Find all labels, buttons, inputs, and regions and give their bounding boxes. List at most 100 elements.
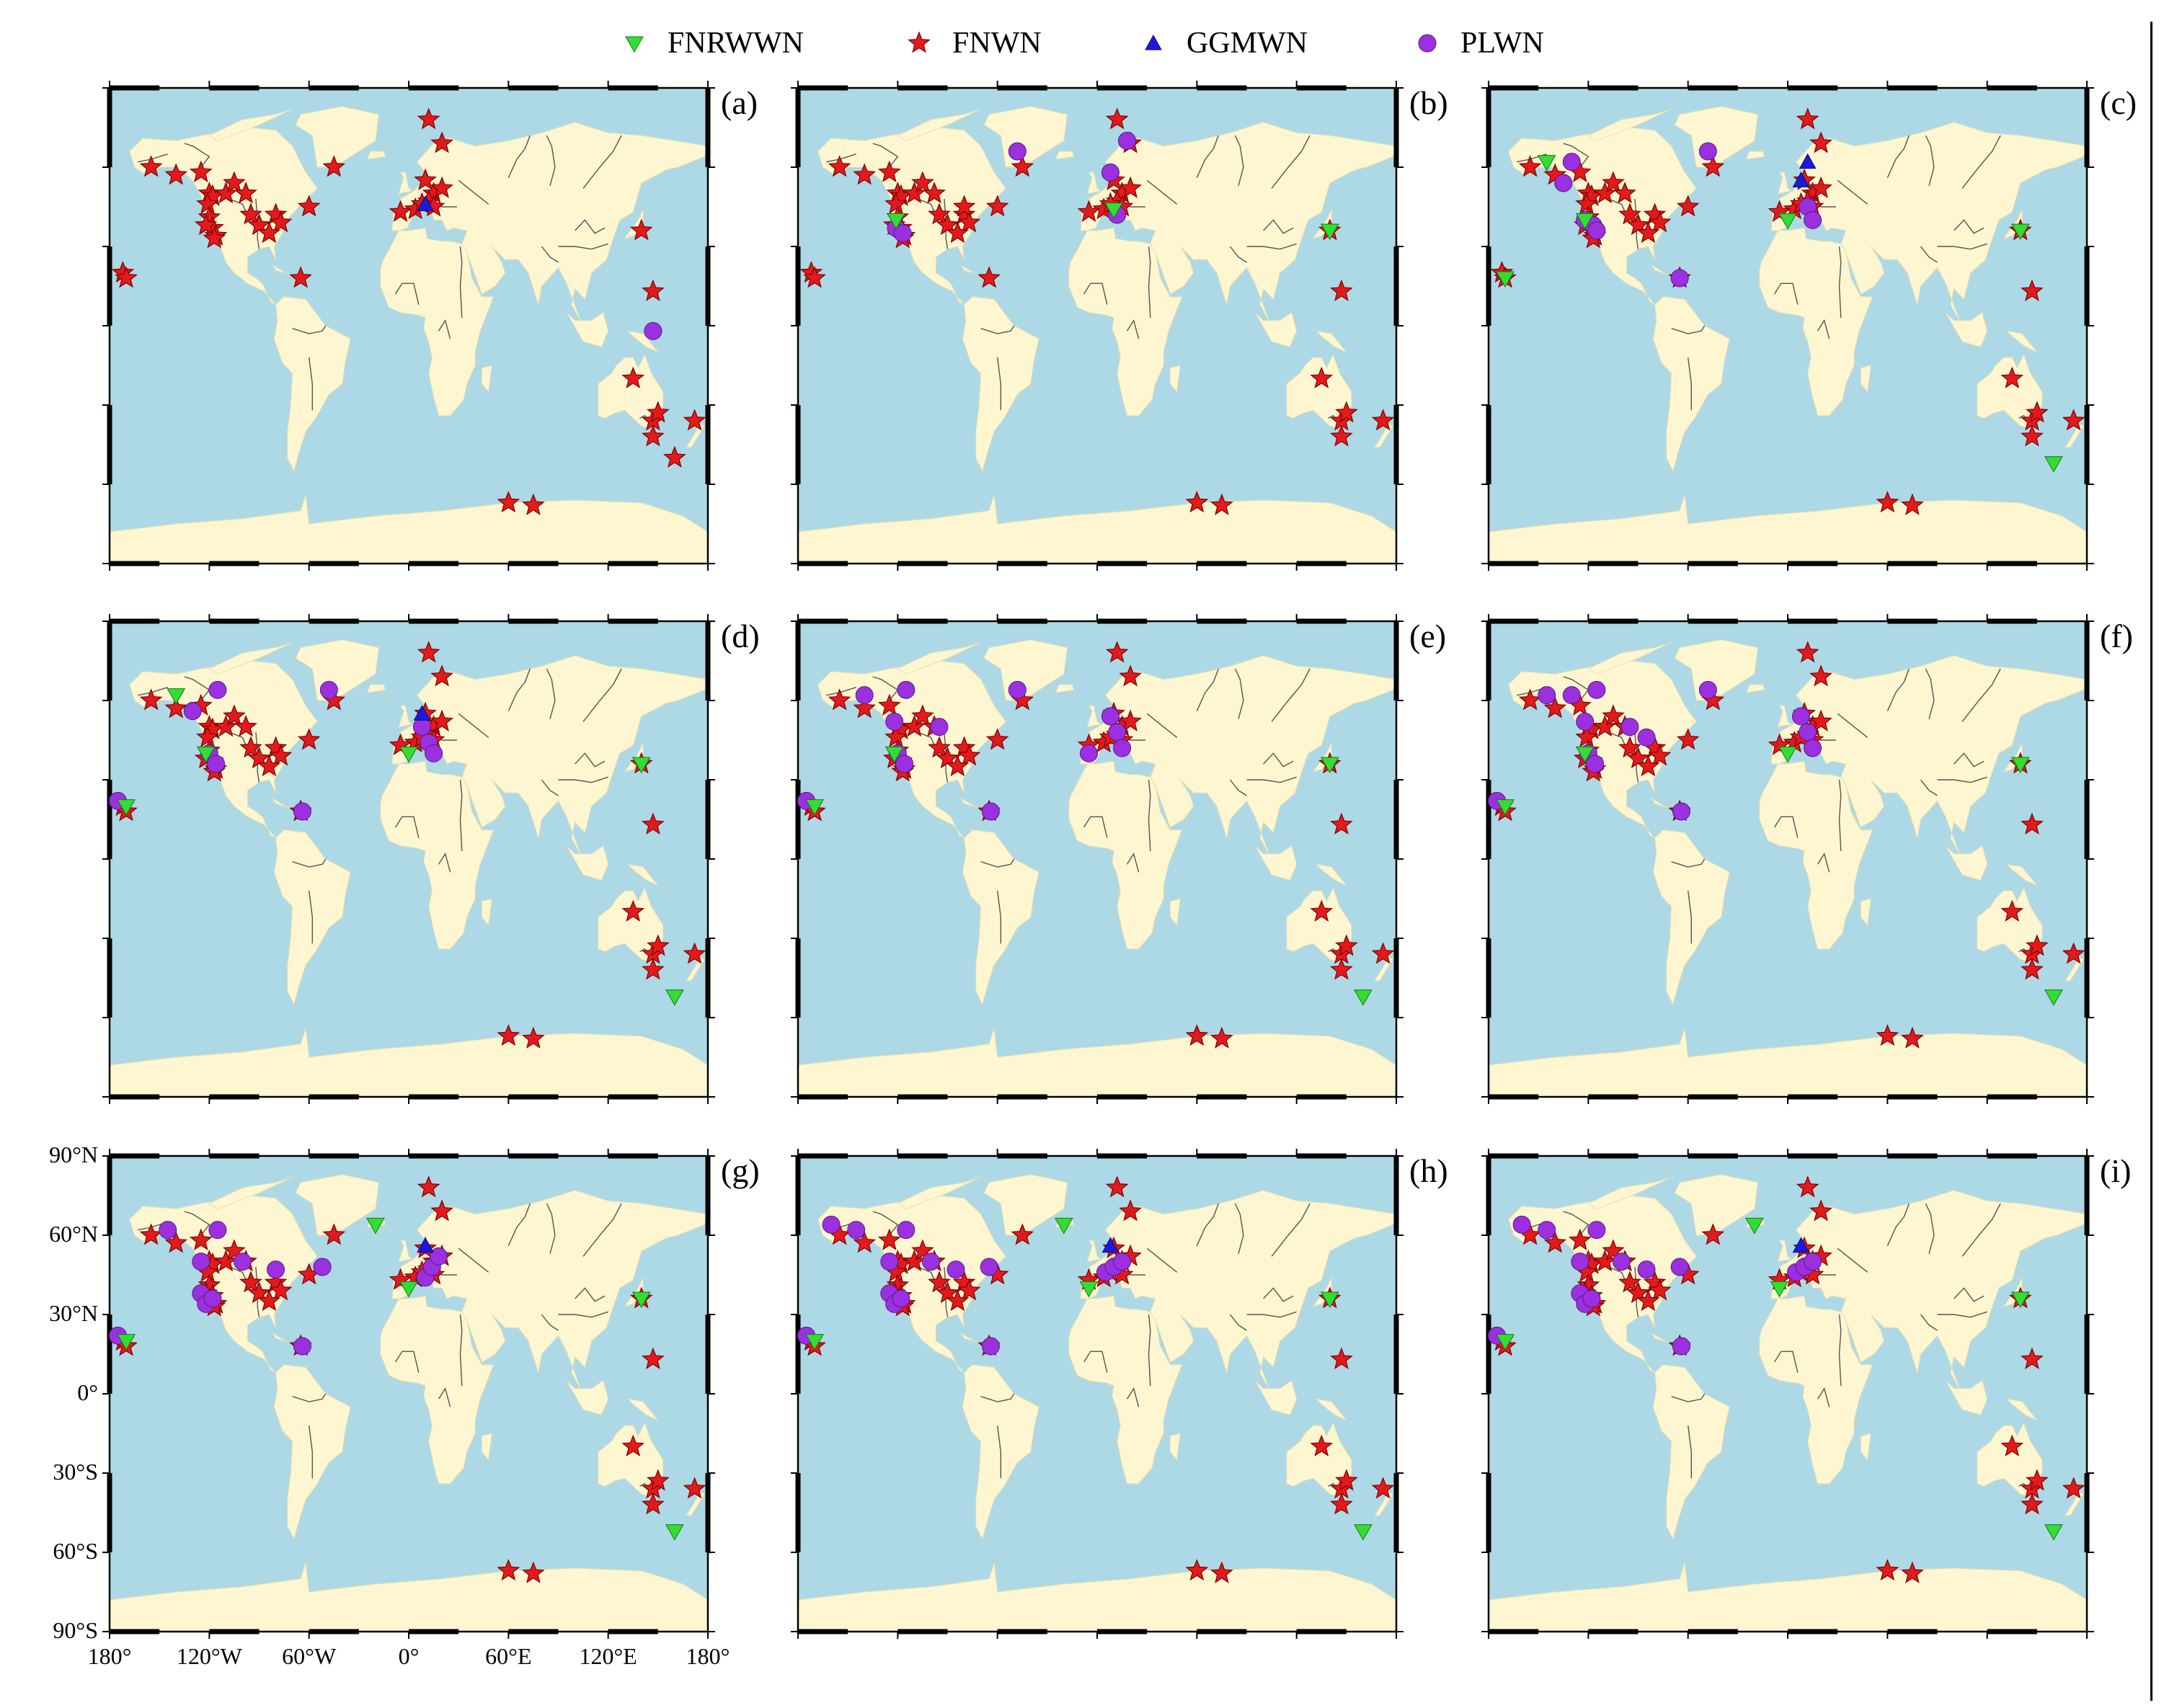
river <box>1925 135 1935 186</box>
fnwn-station-marker <box>1310 1434 1334 1456</box>
fnwn-station-marker <box>1809 1199 1832 1222</box>
fnrwwn-station-marker <box>1496 271 1515 288</box>
fnwn-station-marker <box>2026 1469 2049 1491</box>
river <box>1837 179 1868 205</box>
fnwn-station-marker <box>946 221 970 244</box>
river <box>438 319 451 339</box>
frame-ticks <box>1481 81 2094 571</box>
fnwn-station-marker <box>1701 1223 1725 1245</box>
fnwn-station-marker <box>522 1026 545 1049</box>
fnwn-station-marker <box>203 226 226 249</box>
river <box>1126 1387 1140 1407</box>
fnwn-station-marker <box>928 736 951 758</box>
river <box>1774 1351 1799 1373</box>
landmass <box>1674 106 1759 168</box>
river <box>1817 1387 1830 1407</box>
longitude-tick-label: 180° <box>87 1643 132 1669</box>
river <box>1920 779 1938 796</box>
frame-ticks <box>791 1149 1404 1639</box>
fnwn-station-marker <box>1575 192 1598 214</box>
landmass <box>398 1240 413 1263</box>
longitude-tick-label: 60°W <box>282 1643 337 1669</box>
fnwn-station-marker <box>214 182 238 204</box>
land-layer <box>109 1174 709 1632</box>
fnwn-station-marker <box>1901 493 1924 515</box>
river <box>292 858 327 868</box>
landmass <box>598 1422 664 1498</box>
landmass <box>1674 1174 1759 1236</box>
fnwn-station-marker <box>853 696 877 719</box>
fnwn-station-marker <box>1119 176 1142 198</box>
landmass <box>208 641 293 675</box>
plwn-station-marker <box>1670 269 1689 288</box>
river <box>458 713 489 738</box>
fnwn-station-marker <box>1330 958 1353 980</box>
fnwn-station-marker <box>497 1559 520 1581</box>
circle-icon <box>1418 34 1437 53</box>
map-panel-d: (d) <box>102 614 760 1104</box>
river <box>1925 668 1935 719</box>
fnwn-station-marker <box>239 736 262 758</box>
fnwn-station-marker <box>2021 812 2044 835</box>
landmass <box>626 863 659 886</box>
plwn-station-marker <box>847 1221 866 1240</box>
plwn-station-marker <box>981 802 1000 821</box>
fnwn-station-marker <box>1648 210 1672 233</box>
landmass <box>1587 108 1672 141</box>
river <box>1271 135 1311 189</box>
latitude-tick-label: 30°S <box>53 1459 98 1485</box>
river <box>1271 668 1311 722</box>
landmass <box>481 1433 492 1461</box>
map-panel-a: (a) <box>102 81 758 571</box>
fnwn-station-marker <box>1011 155 1034 177</box>
plwn-station-marker <box>1118 131 1136 150</box>
plwn-station-marker <box>267 1260 285 1279</box>
plwn-station-marker <box>1586 755 1605 773</box>
river <box>184 1211 210 1236</box>
fnwn-station-marker <box>1618 736 1641 758</box>
fnwn-station-marker <box>642 279 665 301</box>
plwn-station-marker <box>233 1253 252 1271</box>
fnwn-station-marker <box>194 213 218 236</box>
fnwn-station-marker <box>2021 958 2044 980</box>
fnwn-station-marker <box>214 1250 238 1272</box>
river <box>1126 852 1140 873</box>
plwn-station-marker <box>208 680 227 699</box>
landmass <box>109 494 709 564</box>
fnwn-station-marker <box>1335 934 1358 956</box>
plwn-station-marker <box>897 680 915 699</box>
fnwn-station-marker <box>1648 1278 1672 1301</box>
river <box>292 1393 327 1402</box>
landmass <box>1254 845 1298 881</box>
landmass <box>391 1190 709 1392</box>
triangle-up-icon <box>1145 34 1162 50</box>
fnwn-station-marker <box>977 266 1001 288</box>
fnwn-station-marker <box>683 409 706 431</box>
fnrwwn-station-marker <box>1354 1524 1373 1541</box>
plwn-station-marker <box>1562 686 1581 705</box>
fnwn-station-marker <box>663 445 686 468</box>
fnwn-station-marker <box>911 171 934 193</box>
station-markers <box>1488 1175 2085 1583</box>
fnwn-station-marker <box>1575 725 1598 747</box>
station-markers <box>797 641 1395 1049</box>
plwn-station-marker <box>1554 174 1573 192</box>
plwn-station-marker <box>946 1260 965 1279</box>
river <box>1937 243 1987 250</box>
river <box>1563 1211 1589 1236</box>
fnwn-station-marker <box>269 210 293 233</box>
landmass <box>897 108 981 141</box>
fnwn-station-marker <box>1105 1175 1129 1198</box>
triangle-down-icon <box>625 36 644 53</box>
river <box>1148 246 1151 319</box>
fnrwwn-station-marker <box>1320 223 1339 241</box>
legend-item-fnrwwn: FNRWWN <box>620 22 804 65</box>
fnrwwn-station-marker <box>1778 213 1797 230</box>
fnrwwn-station-marker <box>1496 799 1515 816</box>
fnwn-station-marker <box>389 200 412 222</box>
landmass <box>1770 1190 2088 1392</box>
river <box>1961 135 2001 189</box>
legend-label: PLWN <box>1460 27 1544 60</box>
fnwn-station-marker <box>223 704 246 726</box>
fnwn-station-marker <box>1676 195 1700 217</box>
